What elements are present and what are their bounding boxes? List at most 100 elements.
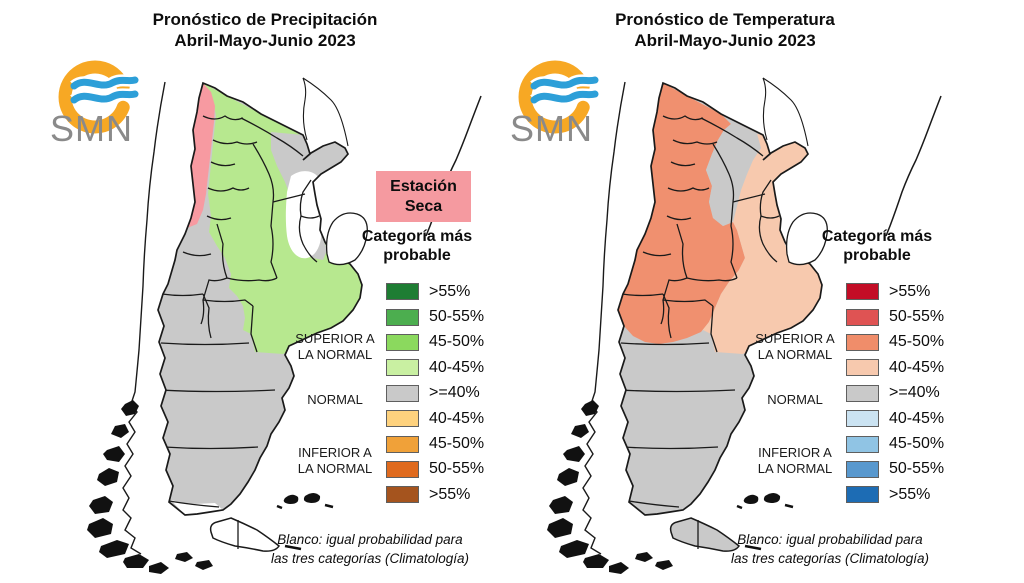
- province-border: [252, 143, 275, 203]
- chile-fjords: [175, 552, 193, 562]
- province-border: [760, 215, 780, 219]
- province-border: [168, 500, 220, 508]
- category-label-below-normal: INFERIOR A LA NORMAL: [297, 445, 373, 476]
- category-label-normal: NORMAL: [767, 392, 823, 407]
- legend-row: >55%: [386, 482, 484, 507]
- province-border: [212, 139, 258, 145]
- legend-label: 45-50%: [429, 435, 485, 453]
- legend-row: 45-50%: [846, 330, 944, 355]
- legend-row: >55%: [846, 279, 944, 304]
- panel-temperature: Pronóstico de Temperatura Abril-Mayo-Jun…: [460, 0, 1024, 583]
- legend-row: >=40%: [386, 381, 484, 406]
- legend-row: 40-45%: [846, 406, 944, 431]
- legend-label: 45-50%: [429, 333, 485, 351]
- legend-swatch: [846, 384, 879, 402]
- province-border: [202, 115, 244, 121]
- category-label-below-normal: INFERIOR A LA NORMAL: [757, 445, 833, 476]
- legend-swatch: [386, 486, 419, 504]
- argentina-outline: [617, 81, 823, 516]
- tierra-del-fuego: [209, 517, 281, 552]
- chile-fjords: [583, 554, 609, 568]
- smn-logo-icon: [518, 60, 599, 134]
- chile-fjords: [121, 400, 139, 416]
- title-line2: Abril-Mayo-Junio 2023: [174, 31, 356, 50]
- smn-logo-text: SMN: [510, 108, 593, 149]
- panel-precipitation: Pronóstico de Precipitación Abril-Mayo-J…: [50, 10, 484, 574]
- province-border: [662, 293, 672, 339]
- province-border: [623, 446, 719, 450]
- province-border: [202, 299, 254, 307]
- chile-fjords: [635, 552, 653, 562]
- chile-fjords: [97, 468, 119, 486]
- climatology-footnote: Blanco: igual probabilidad para las tres…: [730, 532, 930, 566]
- legend-swatch: [846, 308, 879, 326]
- page-title: Pronóstico de Temperatura Abril-Mayo-Jun…: [535, 9, 915, 51]
- uruguay-outline: [785, 212, 828, 266]
- legend-row: 45-50%: [846, 431, 944, 456]
- province-border: [621, 293, 664, 297]
- legend-swatch: [846, 359, 879, 377]
- legend-row: 45-50%: [386, 330, 484, 355]
- chile-coastline: [122, 81, 166, 555]
- province-border: [662, 115, 704, 121]
- legend-label: >55%: [429, 485, 471, 503]
- legend-label: 40-45%: [889, 358, 945, 376]
- chile-fjords: [89, 496, 113, 514]
- argentina-temperature-map: [547, 77, 942, 574]
- chile-fjords: [557, 468, 579, 486]
- legend-row: 50-55%: [386, 457, 484, 482]
- small-island: [736, 504, 743, 510]
- province-border: [298, 215, 318, 263]
- smn-logo-icon: [58, 60, 139, 134]
- legend-label: >55%: [889, 485, 931, 503]
- province-border: [676, 223, 688, 279]
- legend-row: 50-55%: [386, 304, 484, 329]
- province-border: [299, 179, 312, 217]
- dry-season-badge: Estación Seca: [376, 171, 471, 222]
- climatology-footnote: Blanco: igual probabilidad para las tres…: [270, 532, 470, 566]
- province-border: [226, 277, 278, 282]
- legend-row: 40-45%: [386, 406, 484, 431]
- argentina-precipitation-map: [87, 77, 482, 574]
- chile-fjords: [609, 562, 629, 574]
- legend-label: >55%: [889, 282, 931, 300]
- logo-wave: [70, 90, 139, 104]
- zone-above-normal-precip: [203, 83, 362, 354]
- legend-swatch: [386, 333, 419, 351]
- zone-above-normal-45-50: [618, 83, 745, 344]
- legend-label: 40-45%: [429, 358, 485, 376]
- legend-label: >=40%: [889, 384, 940, 402]
- province-border: [619, 389, 736, 393]
- province-border: [270, 201, 278, 279]
- legend: >55% 50-55% 45-50% 40-45% >=40% 40-45% 45-50% 5…: [846, 279, 944, 508]
- province-border: [240, 117, 304, 157]
- malvinas-islands: [743, 494, 759, 504]
- logo-ring: [518, 60, 590, 134]
- province-border: [207, 187, 250, 192]
- legend: >55% 50-55% 45-50% 40-45% >=40% 40-45% 45-50% 5…: [386, 279, 484, 508]
- malvinas-islands: [283, 494, 299, 504]
- legend-swatch: [386, 359, 419, 377]
- legend-swatch: [846, 333, 879, 351]
- logo-ring: [58, 60, 130, 134]
- province-border: [182, 251, 212, 257]
- legend-swatch: [386, 410, 419, 428]
- chile-fjords: [87, 518, 113, 538]
- province-border: [628, 500, 680, 508]
- chile-fjords: [195, 560, 213, 570]
- small-island: [276, 504, 283, 510]
- uruguay-outline: [325, 212, 368, 266]
- chile-fjords: [563, 446, 585, 462]
- category-label-above-normal: SUPERIOR A LA NORMAL: [295, 331, 375, 362]
- small-island: [324, 503, 334, 509]
- legend-swatch: [846, 435, 879, 453]
- chile-fjords: [111, 424, 129, 438]
- legend-label: 50-55%: [429, 460, 485, 478]
- chile-fjords: [559, 540, 589, 558]
- title-line2: Abril-Mayo-Junio 2023: [634, 31, 816, 50]
- legend-row: 50-55%: [846, 304, 944, 329]
- zone-normal-north: [706, 124, 761, 226]
- legend-label: >55%: [429, 282, 471, 300]
- argentina-outline: [157, 81, 363, 516]
